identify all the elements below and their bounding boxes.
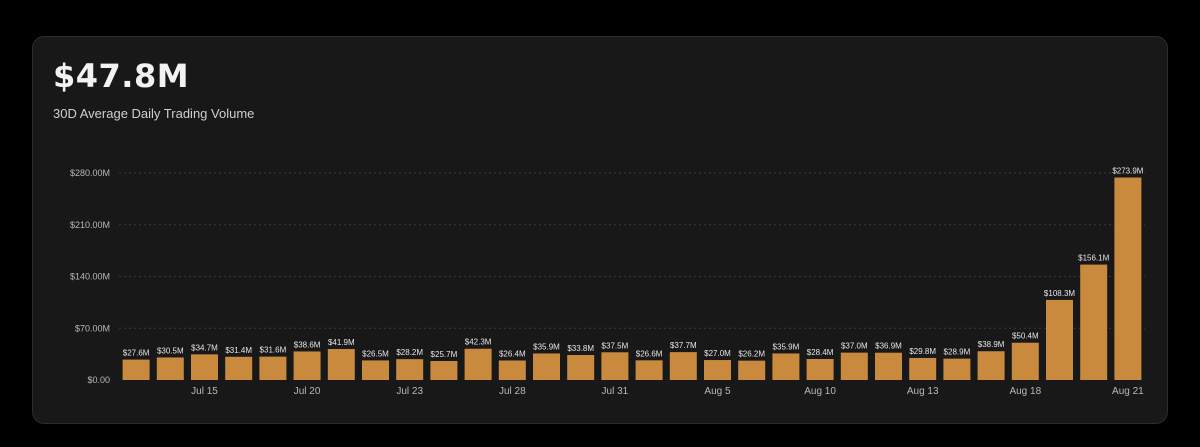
bar-value-label: $26.4M (499, 349, 526, 358)
bar (293, 351, 321, 380)
bar (533, 353, 560, 380)
bar-value-label: $27.6M (123, 349, 150, 358)
bar-value-label: $33.8M (567, 344, 594, 353)
average-volume-value: $47.8M (53, 57, 190, 95)
bar (669, 352, 697, 380)
bar-value-label: $41.9M (328, 338, 355, 347)
volume-card: $47.8M 30D Average Daily Trading Volume … (32, 36, 1168, 424)
bar-value-label: $27.0M (704, 349, 731, 358)
x-tick-label: Jul 20 (294, 386, 321, 397)
bar-value-label: $28.2M (396, 348, 423, 357)
bar-value-label: $31.6M (260, 346, 287, 355)
bar (396, 359, 424, 380)
bar-value-label: $29.8M (909, 347, 936, 356)
y-tick-label: $0.00 (87, 375, 110, 385)
bar-value-label: $35.9M (773, 342, 800, 351)
bar-value-label: $42.3M (465, 338, 492, 347)
bar-value-label: $38.9M (978, 340, 1005, 349)
bar-value-label: $25.7M (431, 350, 458, 359)
bar (362, 360, 389, 380)
x-tick-label: Aug 21 (1112, 386, 1144, 397)
bar (1080, 264, 1108, 380)
bar (498, 360, 526, 380)
x-tick-label: Aug 10 (804, 386, 836, 397)
bar-value-label: $28.9M (944, 348, 971, 357)
x-tick-label: Jul 15 (191, 386, 218, 397)
bar-value-label: $31.4M (225, 346, 252, 355)
bar-value-label: $273.9M (1112, 167, 1143, 176)
bar-value-label: $26.5M (362, 349, 389, 358)
bar (875, 352, 902, 380)
bar (1046, 299, 1073, 380)
bar (840, 352, 868, 380)
y-tick-label: $140.00M (70, 272, 110, 282)
bar-value-label: $26.6M (636, 349, 663, 358)
volume-bar-chart: $0.00 $70.00M $140.00M $210.00M $280.00M $27.… (70, 167, 1145, 397)
bar (1114, 177, 1142, 380)
bar-value-label: $37.7M (670, 341, 697, 350)
x-tick-label: Aug 13 (907, 386, 939, 397)
bar (738, 360, 766, 380)
bar (943, 358, 971, 380)
bar (806, 359, 834, 380)
bar (704, 360, 731, 380)
x-tick-label: Jul 23 (396, 386, 423, 397)
bar (191, 354, 218, 380)
bar (430, 361, 458, 380)
y-tick-label: $70.00M (75, 323, 110, 333)
x-tick-label: Aug 5 (704, 386, 731, 397)
bar-value-label: $38.6M (294, 340, 321, 349)
y-tick-label: $280.00M (70, 168, 110, 178)
bar-value-label: $50.4M (1012, 332, 1039, 341)
bar-value-label: $156.1M (1078, 254, 1109, 263)
bar (464, 348, 492, 380)
bar (225, 356, 253, 380)
bar-value-label: $28.4M (807, 348, 834, 357)
bar (122, 359, 150, 380)
bar (1011, 342, 1039, 380)
x-tick-label: Jul 31 (602, 386, 629, 397)
x-tick-label: Aug 18 (1009, 386, 1041, 397)
bar-value-label: $30.5M (157, 346, 184, 355)
bar (567, 355, 595, 380)
bar-value-label: $36.9M (875, 342, 902, 351)
bar-value-label: $108.3M (1044, 289, 1075, 298)
bar (977, 351, 1005, 380)
bar (635, 360, 663, 380)
bar (772, 353, 800, 380)
bar (327, 349, 355, 380)
bar (156, 357, 184, 380)
bar-value-label: $34.7M (191, 343, 218, 352)
bar-value-label: $37.0M (841, 342, 868, 351)
x-tick-label: Jul 28 (499, 386, 526, 397)
average-volume-subtitle: 30D Average Daily Trading Volume (53, 106, 255, 121)
bar-value-label: $26.2M (738, 350, 765, 359)
bar-value-label: $35.9M (533, 342, 560, 351)
bar-value-label: $37.5M (602, 341, 629, 350)
bar (259, 356, 287, 380)
y-tick-label: $210.00M (70, 220, 110, 230)
bar (601, 352, 629, 380)
bar (909, 357, 937, 380)
